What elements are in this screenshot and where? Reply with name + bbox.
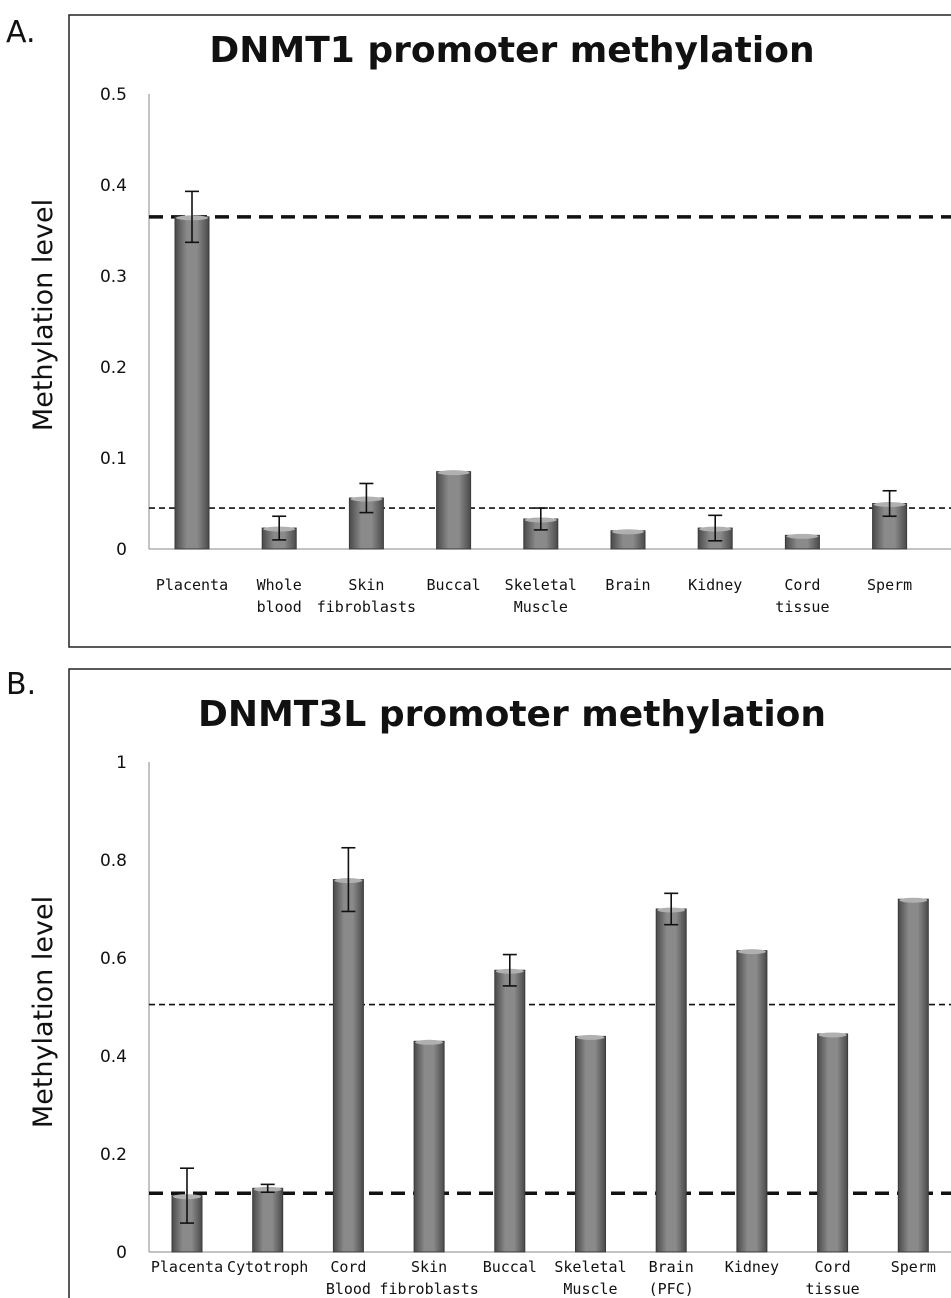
error-bar: [664, 892, 679, 926]
bar-top: [737, 949, 766, 955]
bar-top: [576, 1034, 605, 1040]
y-tick-label: 0.2: [100, 1145, 127, 1165]
x-tick-label: Cord: [815, 1258, 851, 1276]
panel-b: B. DNMT3L promoter methylation Methylati…: [6, 667, 951, 1298]
bar: [332, 879, 364, 1253]
x-tick-label: Skeletal: [505, 576, 577, 594]
x-tick-label: Muscle: [563, 1280, 617, 1298]
bar: [252, 1187, 284, 1253]
chart-b-ylabel: Methylation level: [28, 896, 59, 1128]
error-bar: [272, 515, 287, 541]
bar-top: [786, 533, 819, 539]
chart-b-title: DNMT3L promoter methylation: [198, 694, 826, 735]
y-tick-label: 0.3: [100, 267, 127, 287]
chart-b-bars: [171, 878, 929, 1253]
x-tick-label: Skin: [411, 1258, 447, 1276]
y-tick-label: 0.1: [100, 449, 127, 469]
error-bar: [359, 482, 374, 514]
chart-a-title: DNMT1 promoter methylation: [209, 30, 814, 71]
bar-top: [415, 1039, 444, 1045]
bar-top: [899, 897, 928, 903]
chart-b-xticks: Placenta Cytotroph Cord Blood Skin fibroblast…: [151, 1258, 936, 1298]
x-tick-label: fibroblasts: [379, 1280, 478, 1298]
x-tick-label: Kidney: [688, 576, 742, 594]
bar: [817, 1033, 849, 1253]
error-bar: [882, 489, 897, 518]
error-bar: [180, 1167, 194, 1224]
chart-a-bars: [174, 215, 908, 550]
bar: [174, 216, 210, 550]
x-tick-label: Placenta: [156, 576, 228, 594]
y-tick-label: 0.8: [100, 851, 127, 871]
error-bar: [185, 190, 199, 244]
y-tick-label: 0.6: [100, 949, 127, 969]
chart-b-yticks: 0 0.2 0.4 0.6 0.8 1: [100, 753, 127, 1263]
x-tick-label: Cytotroph: [227, 1258, 308, 1276]
x-tick-label: Skeletal: [554, 1258, 626, 1276]
panel-b-label: B.: [6, 667, 36, 702]
chart-a-ylabel: Methylation level: [28, 199, 59, 431]
bar: [436, 471, 472, 550]
x-tick-label: tissue: [806, 1280, 860, 1298]
error-bar: [260, 1183, 275, 1194]
error-bar: [341, 846, 356, 913]
bar-top: [818, 1032, 847, 1038]
x-tick-label: tissue: [775, 598, 829, 616]
error-bar: [502, 953, 517, 987]
x-tick-label: Sperm: [867, 576, 912, 594]
chart-a-error-bars: [185, 190, 897, 542]
panel-b-frame: [68, 668, 951, 1298]
x-tick-label: Cord: [330, 1258, 366, 1276]
chart-a-xticks: Placenta Whole blood Skin fibroblasts Buccal S…: [156, 576, 912, 616]
error-bar: [533, 507, 548, 531]
x-tick-label: Whole: [257, 576, 302, 594]
x-tick-label: Kidney: [725, 1258, 779, 1276]
panel-a-frame: [68, 14, 951, 648]
x-tick-label: Cord: [784, 576, 820, 594]
y-tick-label: 0.2: [100, 358, 127, 378]
bar-top: [437, 470, 470, 476]
panel-a-label: A.: [6, 15, 36, 50]
x-tick-label: Muscle: [514, 598, 568, 616]
y-tick-label: 1: [116, 753, 127, 773]
bar-top: [612, 529, 644, 535]
y-tick-label: 0.5: [100, 85, 127, 105]
bar: [655, 908, 687, 1253]
chart-a-yticks: 0 0.1 0.2 0.3 0.4 0.5: [100, 85, 127, 560]
panel-a: A. DNMT1 promoter methylation Methylatio…: [6, 14, 951, 648]
chart-b-error-bars: [180, 846, 679, 1224]
error-bar: [708, 514, 723, 542]
x-tick-label: (PFC): [649, 1280, 694, 1298]
x-tick-label: blood: [257, 598, 302, 616]
bar: [897, 898, 929, 1253]
x-tick-label: Skin: [348, 576, 384, 594]
y-tick-label: 0: [116, 540, 127, 560]
chart-a-reference-lines: [149, 215, 951, 509]
x-tick-label: Sperm: [891, 1258, 936, 1276]
x-tick-label: Buccal: [483, 1258, 537, 1276]
bar: [736, 950, 768, 1253]
bar: [494, 969, 526, 1253]
x-tick-label: Brain: [605, 576, 650, 594]
bar: [575, 1035, 606, 1253]
y-tick-label: 0.4: [100, 176, 127, 196]
x-tick-label: Blood: [326, 1280, 371, 1298]
y-tick-label: 0: [116, 1243, 127, 1263]
y-tick-label: 0.4: [100, 1047, 127, 1067]
x-tick-label: Buccal: [427, 576, 481, 594]
x-tick-label: Brain: [649, 1258, 694, 1276]
x-tick-label: Placenta: [151, 1258, 223, 1276]
bar: [413, 1040, 445, 1253]
x-tick-label: fibroblasts: [317, 598, 416, 616]
